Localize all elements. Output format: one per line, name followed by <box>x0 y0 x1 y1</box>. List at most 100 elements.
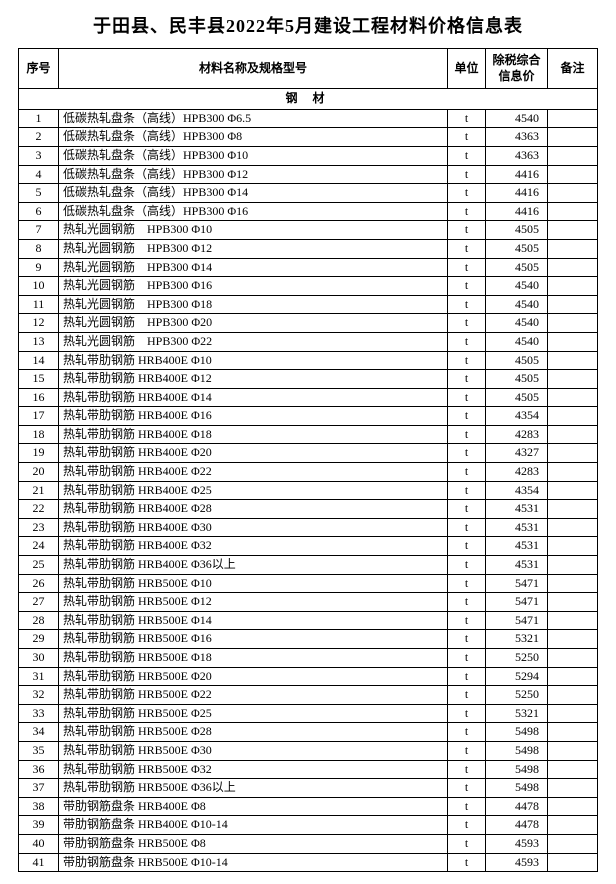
table-row: 27热轧带肋钢筋 HRB500E Φ12t5471 <box>19 593 598 612</box>
cell-seq: 5 <box>19 184 59 203</box>
cell-price: 4505 <box>486 370 548 389</box>
table-row: 36热轧带肋钢筋 HRB500E Φ32t5498 <box>19 760 598 779</box>
cell-price: 5250 <box>486 649 548 668</box>
cell-name: 热轧带肋钢筋 HRB400E Φ16 <box>59 407 448 426</box>
cell-price: 4283 <box>486 463 548 482</box>
cell-price: 4540 <box>486 314 548 333</box>
cell-seq: 26 <box>19 574 59 593</box>
table-row: 40带肋钢筋盘条 HRB500E Φ8t4593 <box>19 834 598 853</box>
cell-unit: t <box>448 239 486 258</box>
cell-note <box>548 314 598 333</box>
cell-seq: 37 <box>19 779 59 798</box>
cell-unit: t <box>448 630 486 649</box>
cell-unit: t <box>448 667 486 686</box>
cell-name: 热轧带肋钢筋 HRB400E Φ36以上 <box>59 556 448 575</box>
cell-note <box>548 425 598 444</box>
cell-unit: t <box>448 537 486 556</box>
table-row: 18热轧带肋钢筋 HRB400E Φ18t4283 <box>19 425 598 444</box>
cell-unit: t <box>448 332 486 351</box>
table-row: 26热轧带肋钢筋 HRB500E Φ10t5471 <box>19 574 598 593</box>
col-header-name: 材料名称及规格型号 <box>59 49 448 89</box>
table-row: 28热轧带肋钢筋 HRB500E Φ14t5471 <box>19 611 598 630</box>
cell-note <box>548 109 598 128</box>
cell-note <box>548 518 598 537</box>
cell-note <box>548 834 598 853</box>
cell-name: 热轧带肋钢筋 HRB500E Φ10 <box>59 574 448 593</box>
cell-note <box>548 686 598 705</box>
cell-name: 热轧带肋钢筋 HRB400E Φ22 <box>59 463 448 482</box>
cell-seq: 36 <box>19 760 59 779</box>
table-row: 10热轧光圆钢筋 HPB300 Φ16t4540 <box>19 277 598 296</box>
cell-seq: 17 <box>19 407 59 426</box>
cell-unit: t <box>448 425 486 444</box>
cell-name: 热轧带肋钢筋 HRB500E Φ25 <box>59 704 448 723</box>
cell-price: 4354 <box>486 407 548 426</box>
col-header-note: 备注 <box>548 49 598 89</box>
table-row: 17热轧带肋钢筋 HRB400E Φ16t4354 <box>19 407 598 426</box>
cell-note <box>548 816 598 835</box>
table-row: 7热轧光圆钢筋 HPB300 Φ10t4505 <box>19 221 598 240</box>
cell-seq: 21 <box>19 481 59 500</box>
cell-note <box>548 184 598 203</box>
cell-name: 热轧带肋钢筋 HRB400E Φ14 <box>59 388 448 407</box>
cell-unit: t <box>448 202 486 221</box>
cell-seq: 12 <box>19 314 59 333</box>
cell-price: 4531 <box>486 500 548 519</box>
cell-note <box>548 239 598 258</box>
cell-note <box>548 481 598 500</box>
cell-seq: 32 <box>19 686 59 705</box>
cell-price: 4540 <box>486 332 548 351</box>
table-row: 30热轧带肋钢筋 HRB500E Φ18t5250 <box>19 649 598 668</box>
cell-seq: 39 <box>19 816 59 835</box>
cell-name: 热轧带肋钢筋 HRB400E Φ20 <box>59 444 448 463</box>
cell-unit: t <box>448 593 486 612</box>
table-row: 29热轧带肋钢筋 HRB500E Φ16t5321 <box>19 630 598 649</box>
cell-seq: 6 <box>19 202 59 221</box>
cell-seq: 23 <box>19 518 59 537</box>
table-row: 9热轧光圆钢筋 HPB300 Φ14t4505 <box>19 258 598 277</box>
cell-unit: t <box>448 295 486 314</box>
cell-unit: t <box>448 277 486 296</box>
cell-name: 热轧带肋钢筋 HRB400E Φ30 <box>59 518 448 537</box>
cell-seq: 35 <box>19 741 59 760</box>
cell-name: 热轧光圆钢筋 HPB300 Φ22 <box>59 332 448 351</box>
cell-price: 4505 <box>486 221 548 240</box>
cell-note <box>548 593 598 612</box>
cell-price: 4505 <box>486 351 548 370</box>
cell-seq: 11 <box>19 295 59 314</box>
cell-name: 热轧光圆钢筋 HPB300 Φ10 <box>59 221 448 240</box>
table-row: 19热轧带肋钢筋 HRB400E Φ20t4327 <box>19 444 598 463</box>
cell-price: 4505 <box>486 239 548 258</box>
cell-note <box>548 611 598 630</box>
cell-note <box>548 537 598 556</box>
cell-price: 4416 <box>486 184 548 203</box>
cell-name: 热轧光圆钢筋 HPB300 Φ14 <box>59 258 448 277</box>
cell-note <box>548 277 598 296</box>
cell-unit: t <box>448 741 486 760</box>
cell-unit: t <box>448 258 486 277</box>
col-header-unit: 单位 <box>448 49 486 89</box>
cell-seq: 34 <box>19 723 59 742</box>
cell-unit: t <box>448 444 486 463</box>
cell-name: 低碳热轧盘条（高线）HPB300 Φ10 <box>59 146 448 165</box>
cell-price: 4327 <box>486 444 548 463</box>
cell-unit: t <box>448 556 486 575</box>
col-header-price: 除税综合信息价 <box>486 49 548 89</box>
cell-unit: t <box>448 853 486 872</box>
cell-price: 4505 <box>486 258 548 277</box>
cell-seq: 15 <box>19 370 59 389</box>
cell-unit: t <box>448 779 486 798</box>
table-row: 39带肋钢筋盘条 HRB400E Φ10-14t4478 <box>19 816 598 835</box>
cell-seq: 24 <box>19 537 59 556</box>
cell-name: 热轧带肋钢筋 HRB500E Φ30 <box>59 741 448 760</box>
cell-name: 热轧光圆钢筋 HPB300 Φ18 <box>59 295 448 314</box>
cell-name: 热轧带肋钢筋 HRB500E Φ20 <box>59 667 448 686</box>
cell-name: 热轧带肋钢筋 HRB500E Φ18 <box>59 649 448 668</box>
cell-seq: 3 <box>19 146 59 165</box>
cell-price: 5250 <box>486 686 548 705</box>
cell-seq: 30 <box>19 649 59 668</box>
cell-note <box>548 779 598 798</box>
table-row: 5低碳热轧盘条（高线）HPB300 Φ14t4416 <box>19 184 598 203</box>
cell-unit: t <box>448 611 486 630</box>
cell-unit: t <box>448 221 486 240</box>
